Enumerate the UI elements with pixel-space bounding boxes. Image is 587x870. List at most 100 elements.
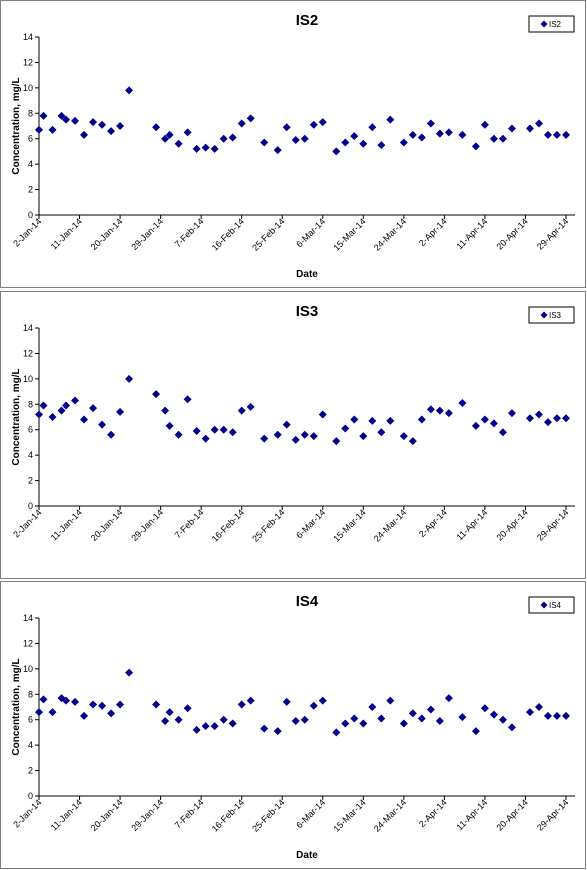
- x-tick-label: 6-Mar-14: [294, 797, 327, 830]
- y-tick-label: 4: [28, 740, 33, 750]
- data-point: [426, 705, 435, 714]
- data-point: [219, 425, 228, 434]
- data-point: [435, 129, 444, 138]
- data-point: [210, 425, 219, 434]
- data-point: [525, 124, 534, 133]
- data-point: [210, 144, 219, 153]
- data-point: [399, 719, 408, 728]
- y-tick-label: 0: [28, 210, 33, 220]
- x-tick-label: 11-Apr-14: [454, 507, 489, 542]
- chart-svg-2: IS4 0 2 4 6 8 10 12 14 2-Jan-14 11-Jan-14 20-Jan-14…: [11, 593, 575, 861]
- x-tick-label: 25-Feb-14: [250, 507, 286, 543]
- data-point: [246, 402, 255, 411]
- y-tick-label: 4: [28, 159, 33, 169]
- data-point: [309, 701, 318, 710]
- x-tick-label: 15-Mar-14: [331, 797, 367, 833]
- data-point: [408, 437, 417, 446]
- y-tick-label: 12: [23, 57, 33, 67]
- x-tick-label: 25-Feb-14: [250, 216, 286, 252]
- data-point: [165, 421, 174, 430]
- data-point: [282, 123, 291, 132]
- data-point: [165, 130, 174, 139]
- legend: IS3: [528, 306, 575, 324]
- data-point: [291, 435, 300, 444]
- x-tick-label: 20-Apr-14: [494, 507, 529, 542]
- data-point: [471, 727, 480, 736]
- x-tick-label: 20-Jan-14: [89, 507, 125, 543]
- legend: IS2: [528, 15, 575, 33]
- data-point: [561, 711, 570, 720]
- data-point: [489, 134, 498, 143]
- data-point: [417, 133, 426, 142]
- data-point: [282, 420, 291, 429]
- data-point: [332, 147, 341, 156]
- legend-marker: [540, 311, 548, 319]
- chart-panel-1: IS3 0 2 4 6 8 10 12 14 2-Jan-14 11-Jan-14 20-Jan-14…: [0, 291, 586, 579]
- data-point: [260, 138, 269, 147]
- data-point: [552, 711, 561, 720]
- data-point: [489, 710, 498, 719]
- data-point: [417, 415, 426, 424]
- x-tick-label: 16-Feb-14: [210, 216, 246, 252]
- data-point: [174, 139, 183, 148]
- x-tick-label: 2-Apr-14: [417, 797, 449, 829]
- x-tick-label: 20-Apr-14: [494, 216, 529, 251]
- x-tick-label: 11-Jan-14: [49, 507, 84, 542]
- data-point: [192, 144, 201, 153]
- legend-marker: [540, 20, 548, 28]
- x-tick-label: 2-Jan-14: [11, 797, 43, 829]
- x-tick-label: 20-Jan-14: [89, 797, 125, 833]
- chart-panel-0: IS2 0 2 4 6 8 10 12 14 2-Jan-14 11-Jan-14 20-Jan-14…: [0, 0, 586, 288]
- y-tick-label: 2: [28, 476, 33, 486]
- data-point: [116, 407, 125, 416]
- data-point: [318, 118, 327, 127]
- y-axis-label: Concentration, mg/L: [11, 658, 22, 755]
- data-point: [458, 713, 467, 722]
- data-point: [368, 416, 377, 425]
- data-point: [48, 708, 57, 717]
- data-point: [89, 700, 98, 709]
- x-tick-label: 11-Jan-14: [49, 216, 84, 251]
- data-point: [125, 668, 134, 677]
- x-tick-label: 2-Jan-14: [11, 507, 43, 539]
- data-point: [561, 414, 570, 423]
- data-point: [237, 406, 246, 415]
- x-tick-label: 29-Jan-14: [129, 507, 165, 543]
- data-point: [48, 413, 57, 421]
- y-tick-label: 10: [23, 374, 33, 384]
- x-tick-label: 29-Apr-14: [535, 507, 570, 542]
- x-axis-label: Date: [296, 269, 318, 280]
- data-point: [125, 374, 134, 383]
- data-point: [35, 125, 43, 134]
- data-point: [80, 711, 89, 720]
- data-point: [332, 437, 341, 446]
- y-tick-label: 14: [23, 32, 33, 42]
- data-point: [291, 716, 300, 725]
- y-tick-label: 2: [28, 766, 33, 776]
- legend-box: [528, 306, 575, 324]
- data-point: [318, 410, 327, 419]
- data-point: [471, 421, 480, 430]
- data-point: [39, 401, 48, 410]
- x-tick-label: 15-Mar-14: [331, 216, 367, 252]
- x-tick-label: 2-Apr-14: [417, 216, 449, 248]
- x-tick-label: 29-Apr-14: [535, 797, 570, 832]
- legend-box: [528, 15, 575, 33]
- data-point: [116, 700, 125, 709]
- data-point: [219, 715, 228, 724]
- chart-title: IS2: [296, 12, 319, 29]
- data-point: [107, 430, 116, 439]
- x-tick-label: 6-Mar-14: [294, 507, 327, 540]
- data-point: [107, 709, 116, 718]
- data-point: [458, 130, 467, 139]
- x-tick-label: 24-Mar-14: [372, 216, 408, 252]
- data-point: [125, 86, 134, 95]
- data-point: [435, 716, 444, 725]
- data-point: [399, 432, 408, 441]
- x-tick-label: 11-Apr-14: [454, 797, 489, 832]
- data-point: [377, 428, 386, 437]
- data-point: [350, 132, 359, 141]
- legend-marker: [540, 601, 548, 609]
- y-tick-label: 12: [23, 638, 33, 648]
- data-point: [273, 727, 282, 736]
